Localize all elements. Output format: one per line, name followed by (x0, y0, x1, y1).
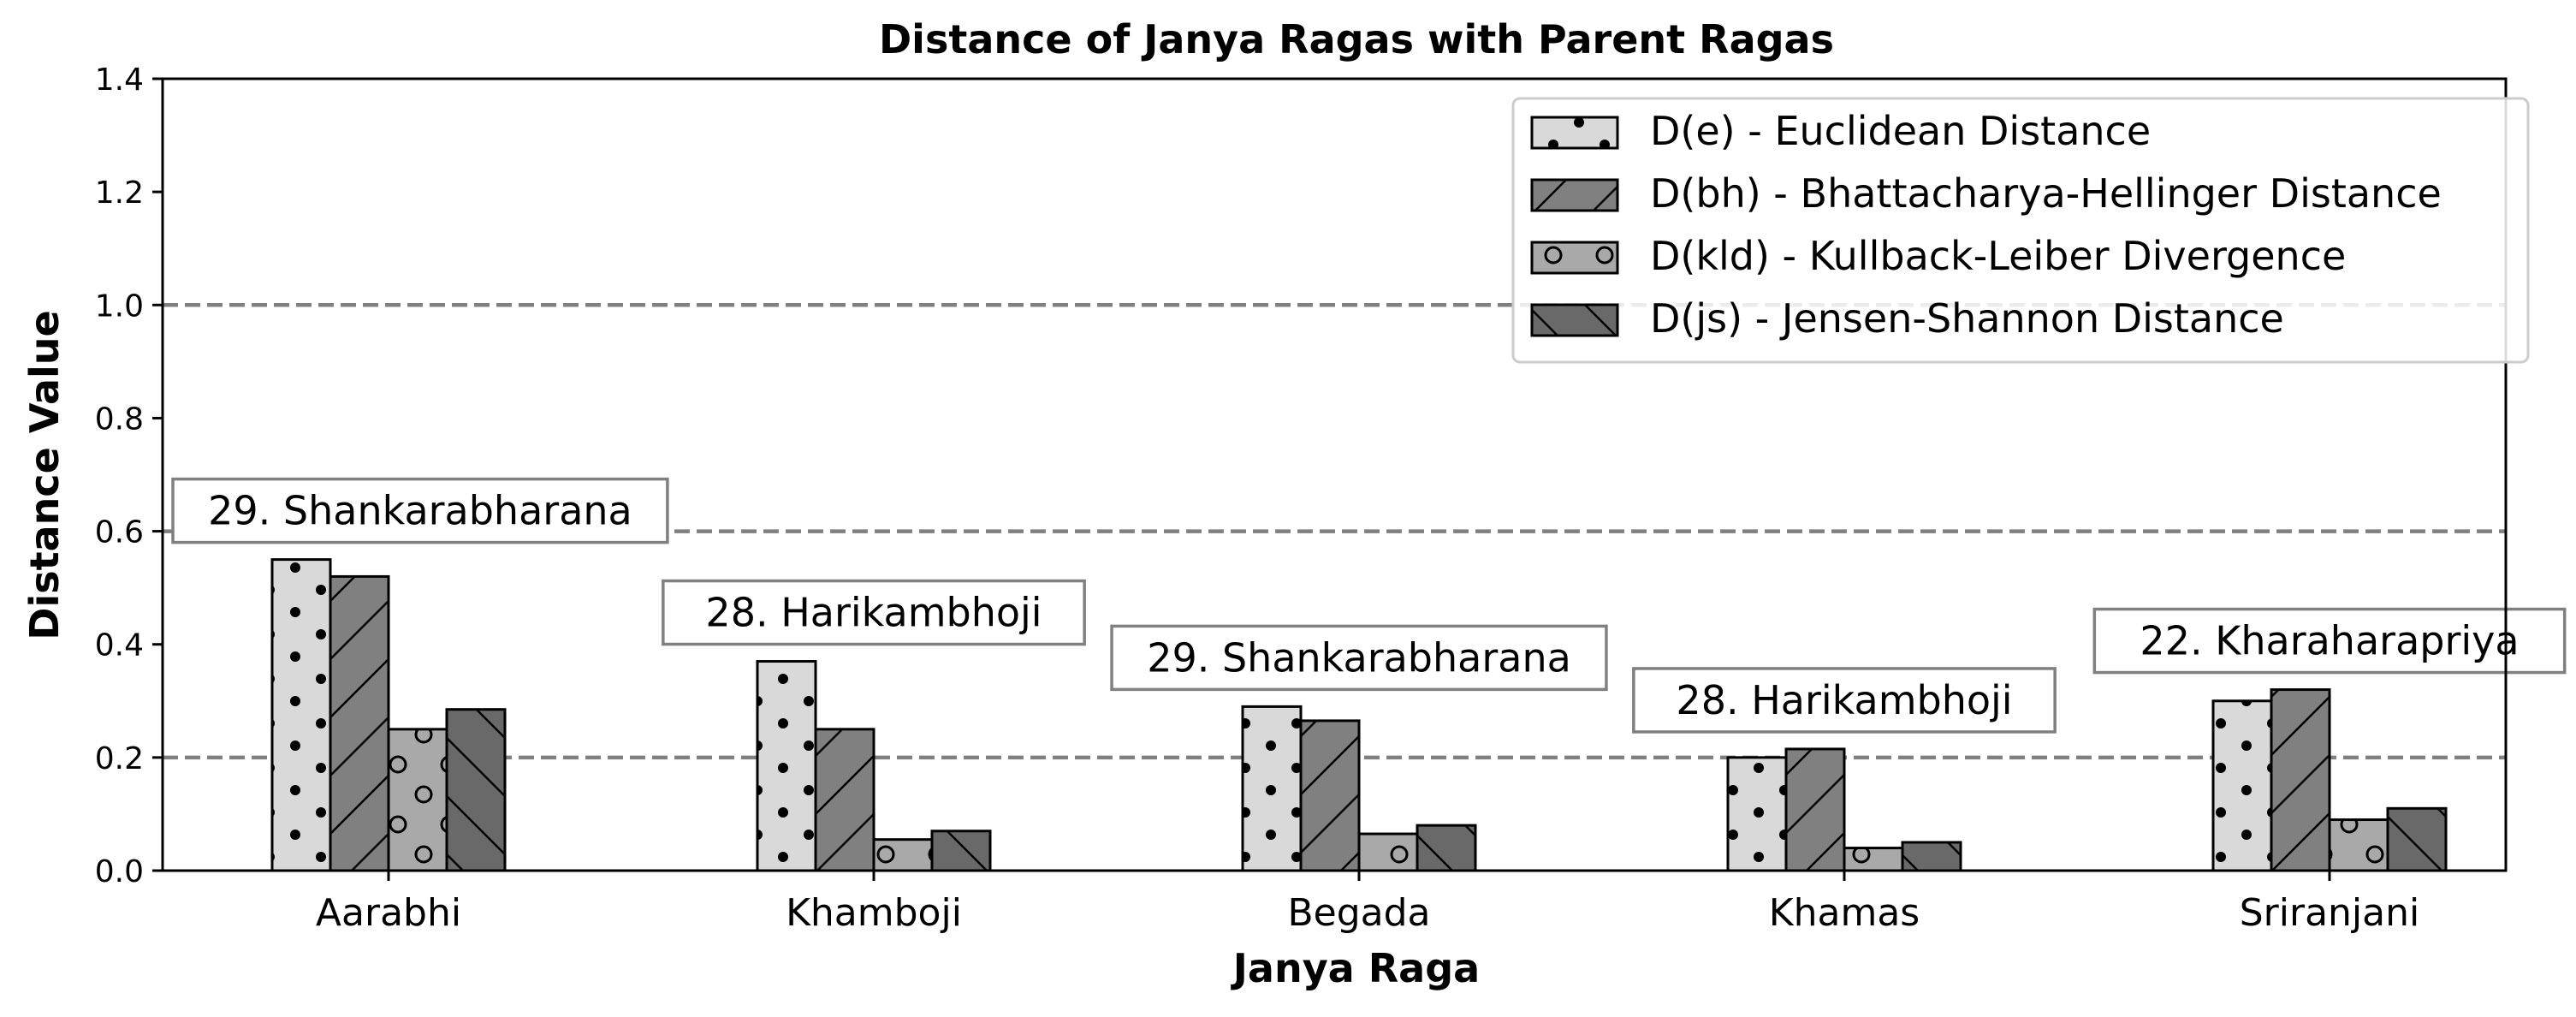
y-tick-label: 0.6 (95, 515, 144, 550)
bar (2386, 806, 2448, 872)
bar (756, 660, 817, 872)
bar (1416, 824, 1477, 872)
bar (1357, 832, 1419, 872)
legend-swatch (1530, 303, 1619, 337)
legend-label: D(e) - Euclidean Distance (1650, 108, 2151, 154)
bar (872, 838, 934, 872)
parent-raga-box (1110, 624, 1608, 692)
y-tick-label: 0.8 (95, 401, 144, 437)
bar (1241, 705, 1303, 872)
parent-raga-box (1632, 667, 2057, 734)
bar (2328, 818, 2389, 872)
legend-label: D(js) - Jensen-Shannon Distance (1650, 295, 2284, 342)
bar (1299, 719, 1361, 872)
parent-raga-label: 28. Harikambhoji (705, 590, 1042, 636)
parent-raga-label: 29. Shankarabharana (1147, 634, 1571, 681)
x-tick-label: Khamboji (786, 891, 962, 935)
legend-label: D(bh) - Bhattacharya-Hellinger Distance (1650, 170, 2442, 217)
legend: D(e) - Euclidean Distance D(bh) - Bhattac… (1511, 97, 2530, 364)
parent-raga-annotations: 29. Shankarabharana 28. Harikambhoji 29. S… (171, 477, 2567, 734)
x-tick-label: Sriranjani (2240, 891, 2419, 935)
y-axis: Distance Value 0.0 0.2 0.4 0.6 0.8 1.0 1.2 1.4 (21, 62, 163, 889)
parent-raga-box (2092, 607, 2567, 675)
parent-raga-label: 29. Shankarabharana (208, 488, 632, 534)
y-tick-label: 0.0 (95, 854, 144, 889)
y-tick-label: 0.2 (95, 741, 144, 776)
bar (814, 728, 875, 872)
bars (270, 558, 2448, 872)
bar (930, 830, 992, 872)
legend-swatch (1530, 178, 1619, 212)
parent-raga-label: 22. Kharaharapriya (2140, 618, 2519, 664)
y-tick-label: 1.4 (95, 62, 144, 98)
y-tick-label: 0.4 (95, 628, 144, 663)
bar (1784, 747, 1846, 872)
bar (387, 728, 448, 872)
x-tick-label: Khamas (1769, 891, 1920, 935)
bar (2211, 699, 2273, 872)
chart-title: Distance of Janya Ragas with Parent Raga… (879, 16, 1834, 62)
y-tick-label: 1.2 (95, 175, 144, 211)
bar (2270, 688, 2331, 872)
x-axis: Aarabhi Khamboji Begada Khamas Sriranjani Ja… (316, 871, 2419, 991)
x-tick-label: Aarabhi (316, 891, 461, 935)
parent-raga-label: 28. Harikambhoji (1676, 677, 2012, 723)
bar (1726, 756, 1788, 872)
plot-frame (161, 77, 2508, 872)
legend-swatch (1530, 241, 1619, 275)
legend-label: D(kld) - Kullback-Leiber Divergence (1650, 233, 2346, 279)
y-axis-label: Distance Value (21, 310, 68, 639)
parent-raga-box (662, 579, 1086, 646)
legend-swatch (1530, 116, 1619, 150)
y-tick-label: 1.0 (95, 288, 144, 324)
legend-box (1511, 97, 2530, 364)
bar (445, 708, 507, 872)
bar (329, 574, 390, 872)
x-tick-label: Begada (1287, 891, 1430, 935)
bar (1901, 841, 1962, 872)
bar (270, 558, 332, 872)
parent-raga-box (171, 477, 669, 544)
x-axis-label: Janya Raga (1231, 945, 1480, 991)
bar (1843, 847, 1904, 872)
